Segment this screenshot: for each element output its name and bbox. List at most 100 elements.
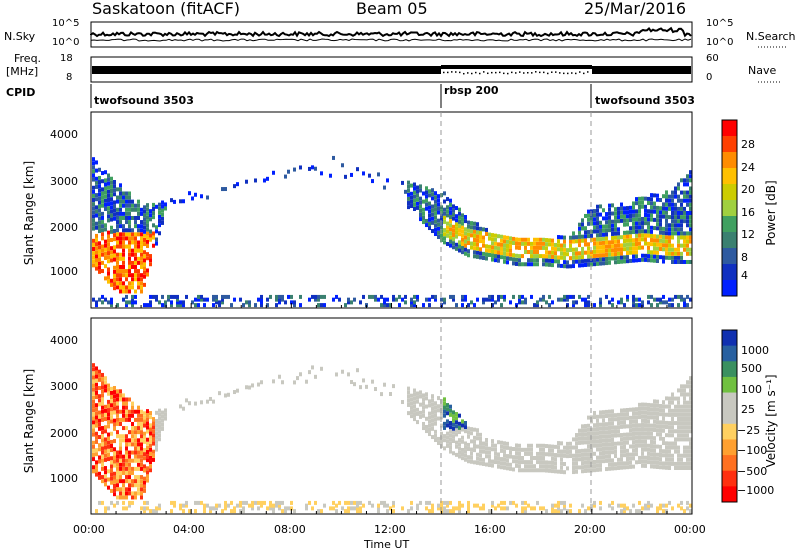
power-cell [200, 297, 203, 302]
power-cell [638, 258, 641, 263]
velocity-cell [644, 427, 647, 432]
nave-dot [563, 72, 565, 75]
power-cell [644, 196, 647, 201]
velocity-cell [149, 455, 152, 460]
power-cell [440, 233, 443, 238]
power-colorbar-swatch [722, 184, 737, 201]
power-cell [665, 235, 668, 240]
power-cell [419, 208, 422, 213]
velocity-cell [131, 495, 134, 500]
velocity-cell [518, 460, 521, 465]
velocity-cell [653, 403, 656, 408]
power-cell [641, 229, 644, 234]
power-cell [110, 197, 113, 202]
velocity-cell [113, 439, 116, 444]
velocity-cell [683, 453, 686, 458]
velocity-cell [164, 416, 167, 421]
velocity-cell [389, 391, 392, 396]
nsearch-tick-bottom: 10^0 [706, 37, 734, 48]
velocity-cell [149, 411, 152, 416]
velocity-cell [428, 403, 431, 408]
power-cell [491, 241, 494, 246]
velocity-cell [635, 460, 638, 465]
power-cell [614, 243, 617, 248]
velocity-cell [95, 403, 98, 408]
power-cell [473, 229, 476, 234]
velocity-cell [422, 405, 425, 410]
power-cell [614, 219, 617, 224]
velocity-cell [608, 413, 611, 418]
velocity-cell [599, 451, 602, 456]
nave-dot [519, 71, 521, 73]
power-cell [614, 227, 617, 232]
power-cell [623, 230, 626, 235]
velocity-cell [152, 421, 155, 426]
velocity-cell [110, 448, 113, 453]
velocity-cell [632, 464, 635, 469]
velocity-cell [605, 467, 608, 472]
velocity-cell [497, 452, 500, 457]
velocity-cell [542, 464, 545, 469]
power-cell [410, 303, 413, 308]
velocity-cell [479, 449, 482, 454]
power-cell [674, 210, 677, 215]
velocity-cell [452, 451, 455, 456]
velocity-cell [131, 491, 134, 496]
power-cell [101, 228, 104, 233]
velocity-cell [131, 409, 134, 414]
power-cell [659, 218, 662, 223]
power-cell [584, 303, 587, 308]
power-cell [677, 210, 680, 215]
velocity-cell [392, 509, 395, 514]
power-cell [143, 266, 146, 271]
velocity-cell [98, 475, 101, 480]
power-cell [182, 300, 185, 305]
power-cell [281, 294, 284, 299]
velocity-cell [638, 431, 641, 436]
power-cell [434, 219, 437, 224]
velocity-cell [101, 466, 104, 471]
velocity-cell [116, 487, 119, 492]
velocity-cell [638, 415, 641, 420]
power-cell [608, 252, 611, 257]
velocity-cell [125, 426, 128, 431]
velocity-cell [635, 443, 638, 448]
velocity-cell [344, 509, 347, 514]
power-cell [545, 246, 548, 251]
power-cell [611, 219, 614, 224]
power-cell [656, 193, 659, 198]
velocity-cell [137, 446, 140, 451]
power-cell [125, 289, 128, 294]
velocity-cell [629, 444, 632, 449]
velocity-cell [689, 503, 692, 508]
power-cell [602, 253, 605, 258]
power-cell [647, 229, 650, 234]
power-cell [593, 241, 596, 246]
nave-dot [459, 71, 461, 74]
velocity-cell [140, 409, 143, 414]
power-cell [449, 223, 452, 228]
velocity-cell [539, 506, 542, 511]
velocity-cell [629, 428, 632, 433]
velocity-cell [311, 365, 314, 370]
velocity-cell [443, 397, 446, 402]
power-cell [167, 294, 170, 299]
power-cell [425, 297, 428, 302]
power-cell [113, 278, 116, 283]
power-cell [617, 227, 620, 232]
power-cell [638, 241, 641, 246]
velocity-cell [641, 422, 644, 427]
velocity-cbar-tick-m100: −100 [737, 444, 768, 457]
power-cell [668, 202, 671, 207]
power-cell [632, 294, 635, 299]
velocity-cell [554, 503, 557, 508]
power-cell [620, 214, 623, 219]
velocity-colorbar-swatch [722, 439, 737, 456]
velocity-cell [554, 465, 557, 470]
power-cell [95, 238, 98, 243]
velocity-cell [647, 435, 650, 440]
velocity-cell [449, 421, 452, 426]
velocity-cell [677, 445, 680, 450]
velocity-cell [512, 459, 515, 464]
power-cell [488, 252, 491, 257]
